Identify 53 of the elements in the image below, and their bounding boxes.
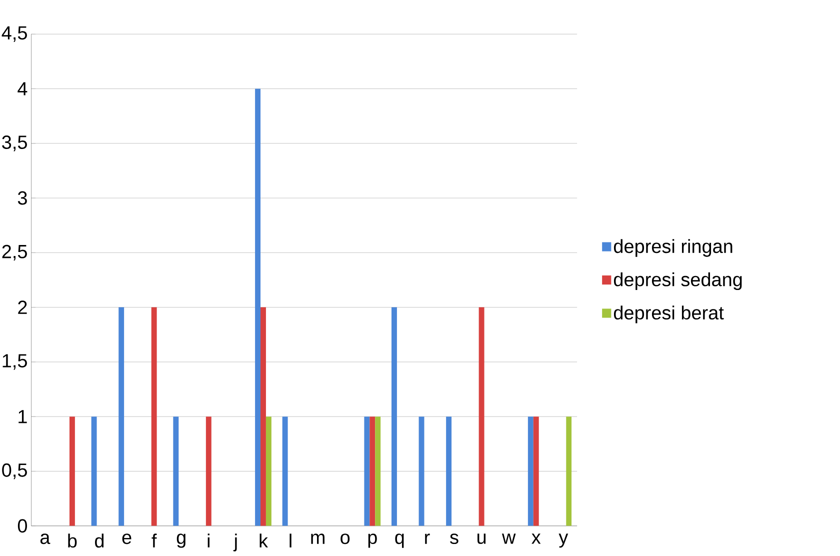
y-tick-label: 3 — [18, 191, 27, 205]
x-tick-label: k — [260, 534, 268, 548]
y-tick-label: 0,5 — [2, 464, 27, 480]
x-tick-label: f — [152, 534, 157, 548]
x-tick-label: q — [395, 534, 404, 548]
x-tick-label: l — [290, 534, 292, 548]
bar — [566, 416, 572, 526]
x-tick-label: p — [368, 534, 377, 548]
legend-label: depresi sedang — [614, 272, 742, 290]
bar — [69, 416, 75, 526]
bar — [528, 416, 534, 526]
x-tick-label: r — [425, 534, 430, 544]
x-tick-label: u — [478, 534, 486, 544]
y-tick-label: 4,5 — [2, 26, 27, 42]
x-tick-label: w — [502, 534, 516, 544]
y-tick-label: 1 — [18, 410, 27, 424]
bar — [391, 307, 397, 526]
x-tick-label: g — [176, 534, 186, 548]
bar — [151, 307, 157, 526]
bar — [266, 416, 272, 526]
x-tick-label: i — [208, 534, 210, 548]
bar — [418, 416, 424, 526]
x-tick-label: y — [558, 534, 568, 548]
bar — [282, 416, 288, 526]
bar — [364, 416, 370, 526]
y-tick-label: 1,5 — [2, 354, 27, 370]
bar — [375, 416, 381, 526]
y-tick-label: 3,5 — [2, 136, 27, 152]
x-tick-label: b — [68, 534, 77, 548]
y-tick-label: 4 — [18, 82, 28, 96]
bar — [533, 416, 539, 526]
x-tick-label: o — [340, 534, 350, 544]
x-tick-label: m — [311, 534, 324, 544]
y-tick-label: 2 — [18, 300, 27, 314]
bar — [91, 416, 97, 526]
y-tick-label: 2,5 — [2, 244, 27, 261]
x-tick-label: e — [122, 534, 132, 544]
bar — [118, 307, 124, 526]
bar — [206, 416, 212, 526]
bar — [260, 307, 266, 526]
bar — [478, 307, 484, 526]
x-tick-label: j — [233, 534, 237, 552]
x-tick-label: x — [532, 534, 541, 544]
y-tick-label: 0 — [18, 519, 27, 533]
bar — [370, 416, 376, 526]
x-tick-label: d — [95, 534, 104, 548]
bar — [173, 416, 179, 526]
bar — [255, 88, 261, 526]
x-tick-label: a — [40, 534, 50, 544]
legend-label: depresi berat — [614, 306, 724, 324]
legend-label: depresi ringan — [614, 239, 732, 257]
x-tick-label: s — [450, 534, 458, 544]
bar — [446, 416, 452, 526]
